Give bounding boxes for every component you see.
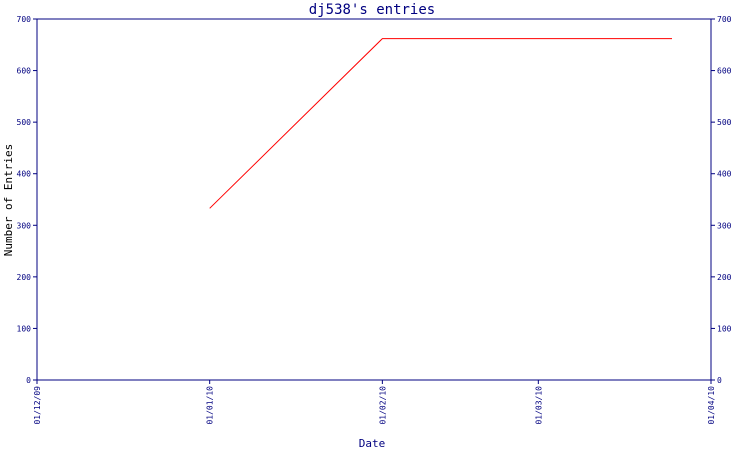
series-layer xyxy=(209,38,672,209)
x-tick-label: 01/04/10 xyxy=(707,386,716,425)
y-axis-label: Number of Entries xyxy=(2,144,15,257)
y-tick-label-right: 200 xyxy=(717,273,732,282)
x-tick-label: 01/03/10 xyxy=(534,386,543,425)
y-tick-label-left: 400 xyxy=(17,170,32,179)
y-axis-right: 0 100 200 300 400 500 600 700 xyxy=(711,15,732,385)
y-tick-label-left: 200 xyxy=(17,273,32,282)
x-axis-label: Date xyxy=(359,437,386,450)
x-tick-label: 01/02/10 xyxy=(378,386,387,425)
x-tick-label: 01/01/10 xyxy=(206,386,215,425)
y-tick-label-right: 400 xyxy=(717,170,732,179)
y-tick-label-right: 0 xyxy=(717,376,722,385)
y-tick-label-left: 300 xyxy=(17,221,32,230)
y-tick-label-left: 600 xyxy=(17,67,32,76)
y-tick-label-left: 0 xyxy=(26,376,31,385)
y-tick-label-left: 700 xyxy=(17,15,32,24)
y-axis-left: 0 100 200 300 400 500 600 700 xyxy=(17,15,37,385)
x-tick-label: 01/12/09 xyxy=(33,386,42,425)
x-axis: 01/12/09 01/01/10 01/02/10 01/03/10 01/04/10 xyxy=(33,380,716,425)
plot-area-frame xyxy=(36,18,712,381)
y-tick-label-right: 600 xyxy=(717,67,732,76)
y-tick-label-right: 700 xyxy=(717,15,732,24)
series-line xyxy=(209,38,672,209)
chart-title: dj538's entries xyxy=(309,2,435,18)
y-tick-label-left: 100 xyxy=(17,324,32,333)
y-tick-label-right: 500 xyxy=(717,118,732,127)
y-tick-label-left: 500 xyxy=(17,118,32,127)
y-tick-label-right: 300 xyxy=(717,221,732,230)
y-tick-label-right: 100 xyxy=(717,324,732,333)
